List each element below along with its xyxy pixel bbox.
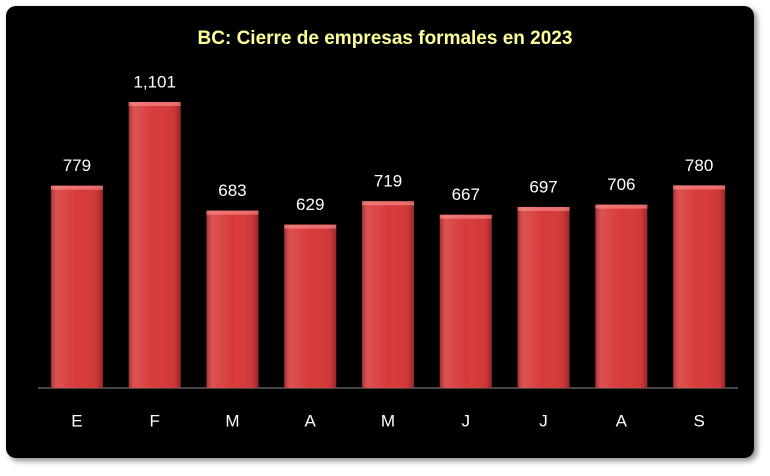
- data-label: 683: [218, 181, 246, 200]
- bar-bevel: [128, 102, 181, 106]
- bar-shade: [362, 201, 414, 388]
- data-label: 719: [374, 172, 402, 191]
- bar-bevel: [673, 185, 726, 190]
- bar-bevel: [439, 214, 492, 219]
- x-tick-label: J: [462, 411, 471, 430]
- bar-shade: [284, 224, 337, 388]
- x-tick-label: A: [305, 411, 317, 430]
- bar-shade: [50, 185, 103, 388]
- bar-shade: [673, 185, 726, 388]
- bar-bevel: [517, 206, 570, 211]
- data-label: 697: [529, 177, 557, 196]
- bar-shade: [128, 102, 181, 388]
- x-tick-label: M: [225, 411, 239, 430]
- x-tick-label: J: [539, 411, 548, 430]
- x-tick-label: A: [616, 411, 628, 430]
- x-tick-label: E: [71, 411, 82, 430]
- x-tick-label: M: [381, 411, 395, 430]
- bar-shade: [595, 204, 648, 388]
- chart-title: BC: Cierre de empresas formales en 2023: [198, 28, 573, 49]
- data-label: 1,101: [133, 72, 176, 91]
- x-tick-label: F: [149, 411, 159, 430]
- data-label: 706: [607, 175, 635, 194]
- bar-bevel: [206, 210, 259, 215]
- bar-shade: [439, 214, 492, 388]
- bar-bevel: [595, 204, 648, 209]
- bar-shade: [517, 206, 570, 388]
- bar-bevel: [284, 224, 337, 229]
- bar-shade: [206, 210, 259, 388]
- bar-bevel: [362, 201, 414, 206]
- data-label: 779: [63, 156, 91, 175]
- x-tick-label: S: [693, 411, 704, 430]
- data-label: 629: [296, 195, 324, 214]
- data-label: 667: [452, 185, 480, 204]
- bar-bevel: [50, 185, 103, 190]
- data-label: 780: [685, 156, 713, 175]
